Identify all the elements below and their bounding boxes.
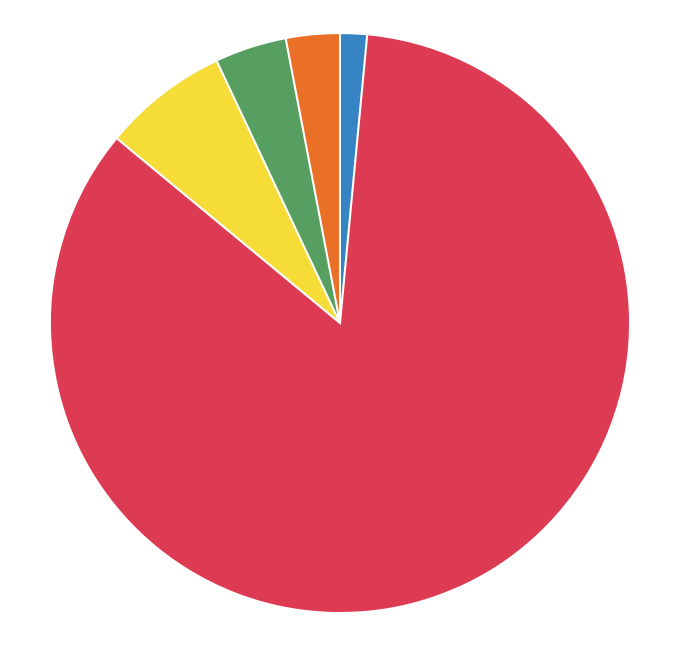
pie-chart bbox=[45, 28, 635, 618]
pie-chart-svg bbox=[45, 28, 635, 618]
